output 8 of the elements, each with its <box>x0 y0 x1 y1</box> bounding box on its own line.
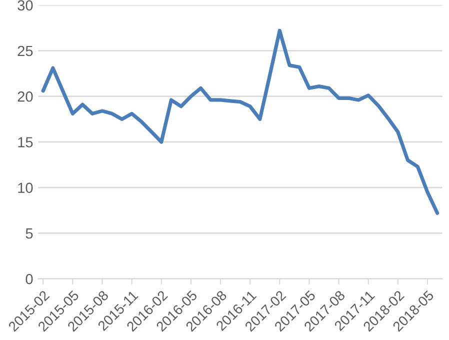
y-tick-label: 25 <box>18 46 33 56</box>
y-tick-label: 10 <box>18 182 33 193</box>
y-tick-label: 5 <box>26 228 33 239</box>
y-tick-label: 15 <box>18 137 33 148</box>
line-series <box>41 28 440 215</box>
y-tick-label: 20 <box>18 91 33 102</box>
y-tick-label: 0 <box>26 274 33 284</box>
y-tick-label: 30 <box>18 0 33 11</box>
